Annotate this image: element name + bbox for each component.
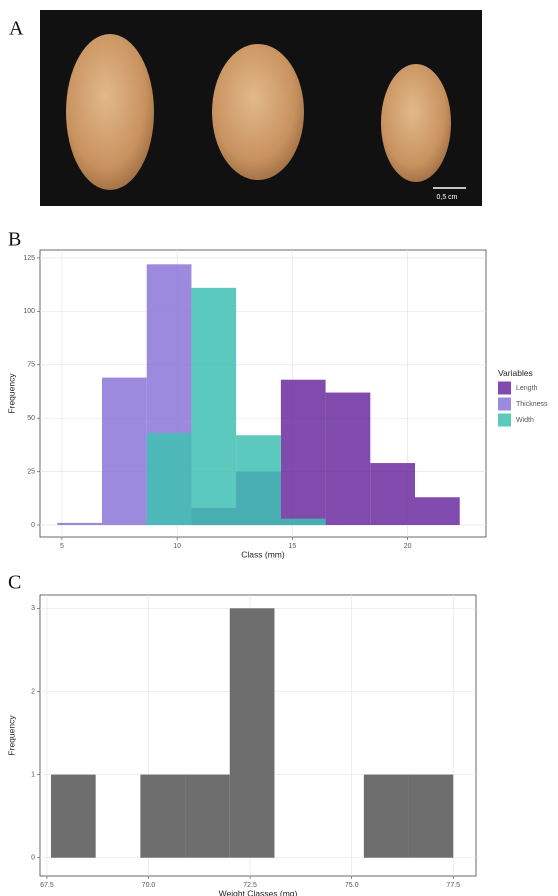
seed: [381, 64, 451, 182]
bar: [185, 775, 230, 858]
y-tick-label: 125: [23, 255, 35, 262]
x-axis-label: Class (mm): [241, 549, 285, 559]
legend-title: Variables: [498, 368, 533, 378]
legend-label: Width: [516, 417, 534, 424]
y-axis-label: Frequency: [6, 373, 16, 414]
scale-bar-label: 0,5 cm: [436, 194, 457, 201]
bar: [57, 523, 102, 525]
bar: [140, 775, 185, 858]
photo: 0,5 cm: [40, 10, 482, 206]
x-tick-label: 77.5: [446, 882, 460, 889]
legend-label: Thickness: [516, 401, 548, 408]
y-tick-label: 75: [27, 362, 35, 369]
bar: [415, 497, 460, 525]
y-tick-label: 25: [27, 468, 35, 475]
y-axis-label: Frequency: [6, 715, 16, 756]
panel-label: B: [8, 229, 21, 251]
x-tick-label: 15: [288, 543, 296, 550]
bar: [364, 775, 409, 858]
x-tick-label: 67.5: [40, 882, 54, 889]
bar: [370, 463, 415, 525]
bar: [102, 378, 147, 525]
x-tick-label: 20: [404, 543, 412, 550]
seed: [212, 44, 304, 180]
panel-label: C: [8, 572, 21, 594]
bar: [147, 433, 192, 525]
y-tick-label: 100: [23, 308, 35, 315]
bar: [51, 775, 96, 858]
bar: [236, 435, 281, 525]
panel-label: A: [9, 18, 24, 40]
x-tick-label: 75.0: [345, 882, 359, 889]
legend-swatch: [498, 398, 511, 411]
figure: A B C 0,5 cm 02550751001255101520Class (…: [0, 0, 558, 896]
legend-label: Length: [516, 385, 538, 392]
bar: [281, 380, 326, 525]
x-axis-label: Weight Classes (mg): [219, 888, 298, 896]
y-tick-label: 0: [31, 855, 35, 862]
x-tick-label: 70.0: [142, 882, 156, 889]
y-tick-label: 2: [31, 688, 35, 695]
y-tick-label: 3: [31, 605, 35, 612]
seed: [66, 34, 154, 190]
legend-swatch: [498, 382, 511, 395]
y-tick-label: 0: [31, 522, 35, 529]
bar: [281, 519, 326, 525]
bar: [409, 775, 454, 858]
legend-swatch: [498, 414, 511, 427]
page: {"panels": ["A", "B", "C"], "photo": {"s…: [0, 0, 558, 896]
bar: [191, 288, 236, 525]
x-tick-label: 5: [60, 543, 64, 550]
bar: [326, 393, 371, 525]
y-tick-label: 50: [27, 415, 35, 422]
y-tick-label: 1: [31, 771, 35, 778]
x-tick-label: 10: [173, 543, 181, 550]
bar: [230, 608, 275, 857]
